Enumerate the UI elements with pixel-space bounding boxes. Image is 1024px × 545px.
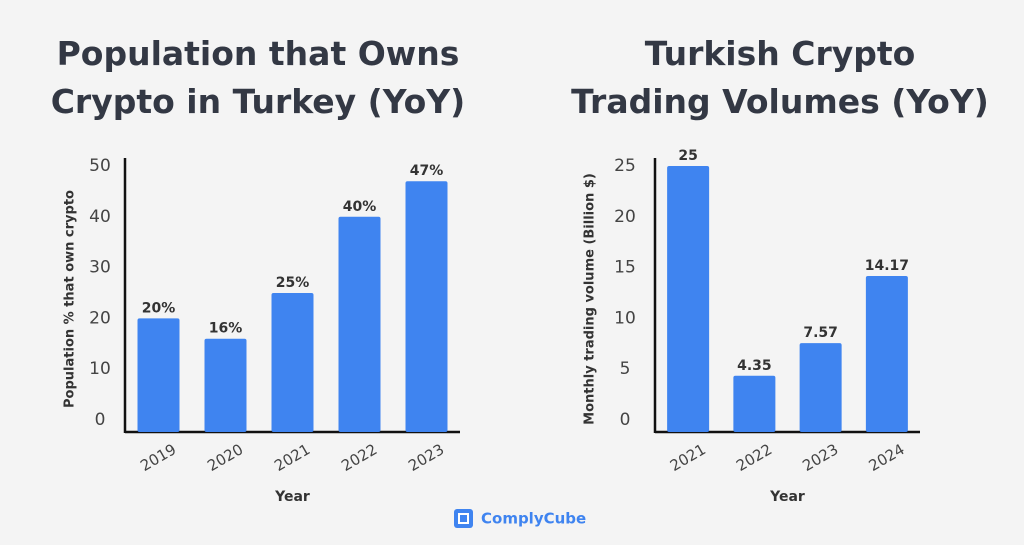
value-label: 20%: [142, 300, 176, 316]
y-tick-label: 5: [620, 359, 631, 379]
y-tick-label: 0: [95, 410, 106, 430]
chart-title: Population that Owns Crypto in Turkey (Y…: [50, 34, 466, 121]
value-label: 16%: [209, 321, 243, 337]
bar: [137, 318, 180, 432]
bar: [667, 166, 710, 432]
x-tick-label: 2021: [667, 440, 709, 475]
x-tick-label: 2023: [405, 440, 447, 475]
bar: [271, 293, 314, 432]
bar: [865, 276, 908, 432]
y-tick-label: 20: [89, 308, 111, 328]
brand-logo-inner: [458, 513, 469, 524]
value-label: 47%: [410, 163, 444, 179]
y-tick-label: 10: [89, 359, 111, 379]
value-label: 4.35: [737, 358, 772, 374]
y-tick-label: 20: [614, 207, 636, 227]
bar: [405, 181, 448, 432]
x-tick-label: 2024: [866, 440, 908, 475]
x-axis-label: Year: [769, 489, 805, 505]
bar: [799, 343, 842, 432]
x-tick-label: 2021: [271, 440, 313, 475]
y-tick-label: 40: [89, 207, 111, 227]
x-tick-label: 2019: [137, 440, 179, 475]
value-label: 25: [678, 148, 697, 164]
x-tick-label: 2022: [338, 440, 380, 475]
chart-title: Turkish Crypto Trading Volumes (YoY): [571, 34, 989, 121]
value-label: 40%: [343, 199, 377, 215]
x-tick-label: 2022: [733, 440, 775, 475]
bar: [733, 375, 776, 432]
x-tick-label: 2020: [204, 440, 246, 475]
y-tick-label: 0: [620, 410, 631, 430]
brand-logo: [454, 509, 473, 528]
y-tick-label: 50: [89, 156, 111, 176]
y-tick-label: 25: [614, 156, 636, 176]
y-tick-label: 15: [614, 258, 636, 278]
y-axis-label: Population % that own crypto: [63, 190, 78, 408]
brand: ComplyCube: [481, 510, 586, 528]
value-label: 14.17: [865, 258, 909, 274]
y-axis-label: Monthly trading volume (Billion $): [583, 173, 598, 425]
value-label: 7.57: [803, 325, 838, 341]
bar: [204, 338, 247, 432]
x-axis-label: Year: [274, 489, 310, 505]
value-label: 25%: [276, 275, 310, 291]
y-tick-label: 10: [614, 308, 636, 328]
x-tick-label: 2023: [799, 440, 841, 475]
bar: [338, 216, 381, 432]
y-tick-label: 30: [89, 258, 111, 278]
